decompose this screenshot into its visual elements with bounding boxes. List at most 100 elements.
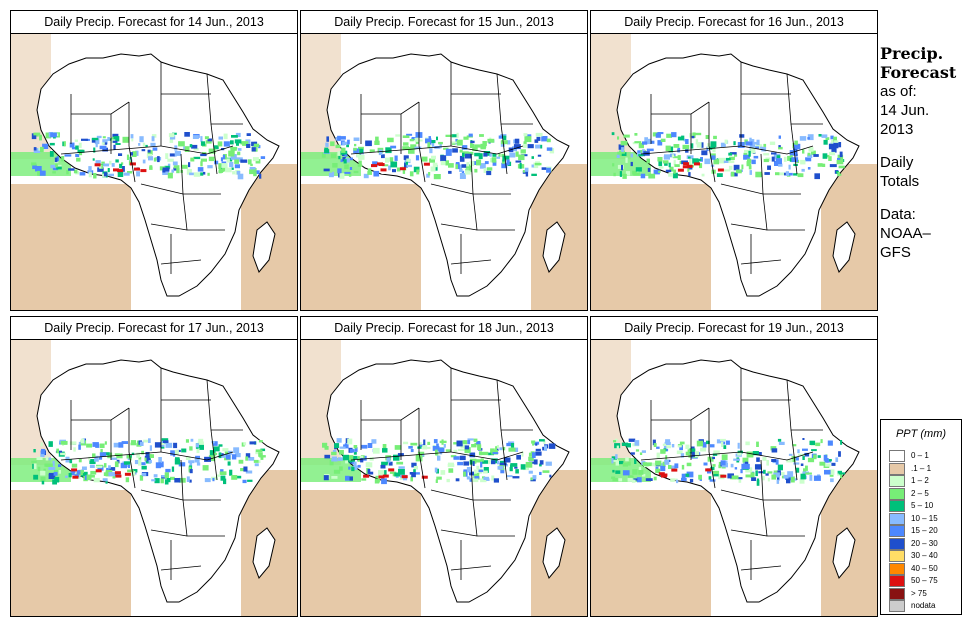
rain-cell — [348, 455, 354, 461]
rain-cell — [788, 453, 793, 456]
rain-cell — [776, 158, 782, 164]
rain-cell — [64, 154, 72, 157]
heavy-rain-cell — [694, 162, 700, 166]
rain-cell — [476, 159, 482, 166]
rain-cell — [611, 458, 614, 464]
rain-cell — [528, 452, 534, 457]
rain-cell — [58, 464, 62, 467]
rain-cell — [89, 459, 96, 464]
rain-cell — [473, 438, 478, 442]
rain-cell — [181, 448, 187, 453]
rain-cell — [438, 141, 443, 145]
rain-cell — [409, 139, 414, 142]
rain-cell — [486, 170, 492, 176]
rain-cell — [394, 445, 402, 450]
rain-cell — [837, 172, 840, 177]
rain-cell — [523, 133, 528, 137]
rain-cell — [679, 441, 685, 445]
rain-cell — [755, 144, 763, 148]
rain-cell — [372, 161, 378, 167]
rain-cell — [634, 133, 638, 136]
rain-cell — [528, 470, 533, 474]
rain-cell — [136, 452, 141, 458]
rain-cell — [668, 173, 674, 177]
rain-cell — [237, 148, 242, 151]
rain-cell — [218, 452, 222, 459]
rain-cell — [464, 447, 471, 454]
rain-cell — [499, 462, 507, 466]
rain-cell — [673, 159, 676, 166]
rain-cell — [476, 441, 481, 445]
rain-cell — [673, 144, 680, 148]
rain-cell — [419, 442, 422, 445]
rain-cell — [433, 164, 438, 171]
rain-cell — [777, 472, 785, 476]
rain-cell — [127, 171, 133, 174]
rain-cell — [433, 174, 441, 180]
rain-cell — [395, 134, 401, 137]
rain-cell — [150, 142, 156, 147]
rain-cell — [771, 156, 775, 162]
rain-cell — [88, 166, 92, 172]
rain-cell — [216, 474, 221, 477]
rain-cell — [467, 440, 471, 445]
rain-cell — [750, 139, 755, 144]
rain-cell — [787, 155, 792, 161]
rain-cell — [378, 470, 384, 476]
rain-cell — [802, 454, 805, 460]
rain-cell — [501, 159, 505, 164]
rain-cell — [392, 169, 396, 173]
heavy-rain-cell — [129, 162, 136, 166]
rain-cell — [194, 458, 200, 463]
rain-cell — [435, 479, 438, 483]
rain-cell — [204, 478, 211, 483]
rain-cell — [722, 441, 725, 445]
rain-cell — [627, 477, 633, 482]
rain-cell — [114, 472, 121, 477]
rain-cell — [101, 161, 105, 165]
rain-cell — [142, 159, 146, 164]
rain-cell — [123, 172, 130, 176]
rain-cell — [92, 442, 99, 447]
rain-cell — [339, 446, 346, 449]
rain-cell — [211, 441, 215, 444]
rain-cell — [105, 479, 108, 484]
rain-cell — [425, 138, 432, 144]
rain-cell — [456, 440, 463, 447]
rain-cell — [794, 140, 798, 145]
forecast-info: Precip. Forecast as of: 14 Jun. 2013 Dai… — [880, 44, 962, 262]
rain-cell — [491, 460, 496, 465]
rain-cell — [159, 442, 165, 445]
rain-cell — [429, 158, 435, 163]
rain-cell — [430, 166, 436, 172]
rain-cell — [681, 473, 686, 479]
legend-label: 40 – 50 — [911, 563, 938, 573]
rain-cell — [344, 443, 349, 449]
panel-title: Daily Precip. Forecast for 19 Jun., 2013 — [590, 316, 878, 340]
rain-cell — [389, 157, 394, 162]
rain-cell — [542, 470, 550, 473]
rain-cell — [645, 478, 653, 481]
forecast-panel-day5: Daily Precip. Forecast for 18 Jun., 2013 — [300, 316, 588, 617]
rain-cell — [126, 454, 131, 459]
rain-cell — [711, 155, 716, 160]
rain-cell — [345, 158, 350, 163]
rain-cell — [449, 470, 452, 473]
rain-cell — [219, 471, 227, 475]
rain-cell — [750, 147, 756, 154]
rain-cell — [330, 141, 335, 147]
rain-cell — [528, 456, 534, 461]
rain-cell — [337, 168, 342, 174]
rain-cell — [447, 464, 455, 468]
rain-cell — [435, 449, 438, 456]
rain-cell — [751, 477, 757, 481]
country-border — [740, 259, 782, 265]
legend-swatch — [889, 450, 905, 462]
rain-cell — [54, 476, 60, 483]
rain-cell — [778, 146, 783, 150]
rain-cell — [503, 135, 507, 141]
rain-cell — [456, 139, 463, 146]
rain-cell — [410, 144, 417, 150]
rain-cell — [348, 171, 352, 177]
rain-cell — [838, 451, 841, 457]
